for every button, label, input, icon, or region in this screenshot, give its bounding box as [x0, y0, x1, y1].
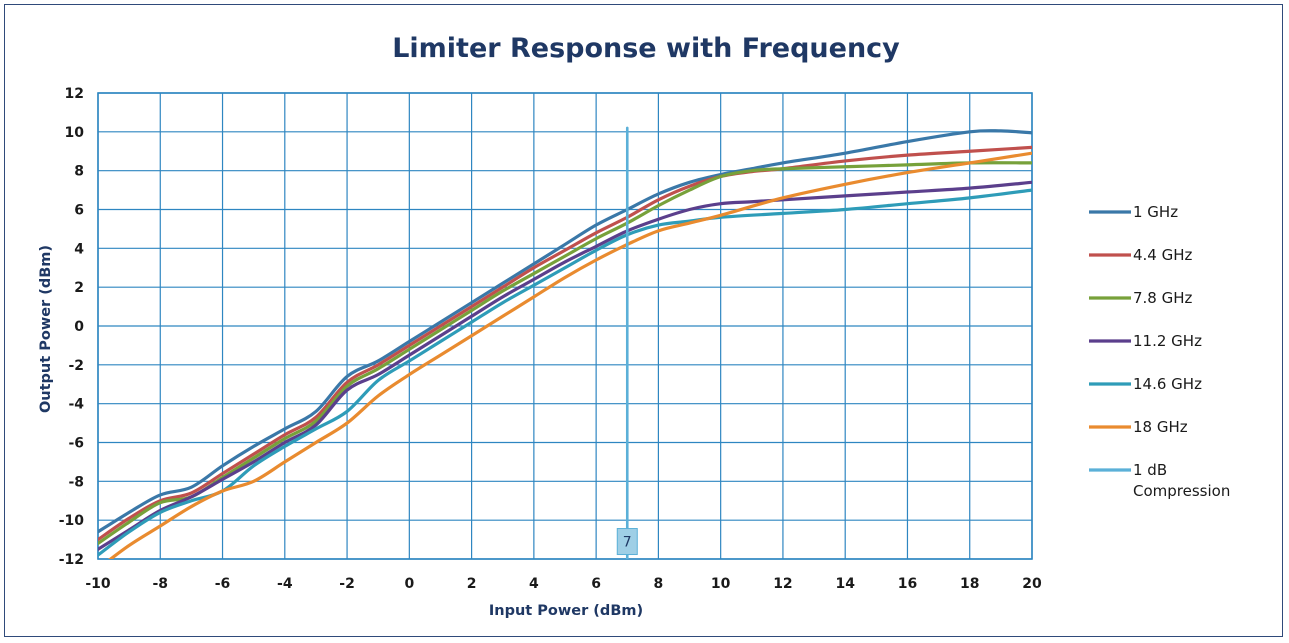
x-tick-label: 18: [960, 576, 979, 592]
x-tick-label: 6: [591, 576, 601, 592]
x-tick-labels: -10 -8 -6 -4 -2 0 2 4 6 8 10 12 14 16 18 20: [85, 576, 1042, 592]
x-tick-label: -6: [215, 576, 231, 592]
y-tick-label: -4: [68, 397, 84, 413]
x-axis-label: Input Power (dBm): [489, 603, 643, 619]
x-tick-label: 12: [773, 576, 792, 592]
series-line-3: [98, 161, 1032, 546]
legend-label: 11.2 GHz: [1133, 332, 1202, 350]
y-tick-label: 2: [74, 280, 84, 296]
chart-frame: Limiter Response with Frequency -10 -8 -6-…: [4, 4, 1283, 637]
grid: [97, 92, 1033, 560]
y-tick-label: -10: [59, 513, 85, 529]
x-tick-label: 10: [711, 576, 731, 592]
y-tick-label: -2: [68, 358, 84, 374]
x-tick-label: 4: [529, 576, 539, 592]
series-line-6: [108, 151, 1032, 559]
y-tick-label: -8: [68, 474, 84, 490]
x-tick-label: 20: [1022, 576, 1042, 592]
series-line-1: [98, 129, 1032, 534]
y-tick-label: 8: [74, 164, 84, 180]
chart-title: Limiter Response with Frequency: [392, 33, 900, 64]
y-tick-label: 0: [74, 319, 84, 335]
legend: 1 GHz 4.4 GHz 7.8 GHz 11.2 GHz 14.6 GHz 18 GH…: [1089, 203, 1230, 500]
annotation-label: 7: [623, 535, 632, 551]
y-tick-label: -12: [59, 552, 84, 568]
x-tick-label: 14: [835, 576, 855, 592]
x-tick-label: 0: [404, 576, 414, 592]
line-chart: Limiter Response with Frequency -10 -8 -6-…: [38, 33, 1230, 619]
legend-label: 7.8 GHz: [1133, 289, 1193, 307]
x-tick-label: -4: [277, 576, 293, 592]
x-tick-label: -2: [339, 576, 355, 592]
x-tick-label: -8: [152, 576, 168, 592]
x-tick-label: 2: [467, 576, 477, 592]
x-tick-label: 8: [654, 576, 664, 592]
x-tick-label: 16: [898, 576, 917, 592]
annotation-box: [616, 528, 638, 556]
legend-label: 1 dB Compression: [1133, 461, 1230, 500]
annotations: 7: [616, 528, 638, 556]
legend-label: 1 GHz: [1133, 203, 1178, 221]
y-tick-label: 10: [65, 125, 85, 141]
y-axis-label: Output Power (dBm): [38, 245, 54, 413]
y-tick-label: -6: [68, 436, 84, 452]
x-tick-label: -10: [85, 576, 111, 592]
y-tick-label: 12: [65, 86, 84, 102]
legend-label: 18 GHz: [1133, 418, 1188, 436]
y-tick-labels: -12 -10 -8 -6 -4 -2 0 2 4 6 8 10 12: [59, 86, 85, 568]
y-tick-label: 6: [74, 203, 84, 219]
y-tick-label: 4: [74, 241, 84, 257]
series-lines: [98, 126, 1032, 559]
legend-label: 14.6 GHz: [1133, 375, 1202, 393]
legend-label: 4.4 GHz: [1133, 246, 1193, 264]
